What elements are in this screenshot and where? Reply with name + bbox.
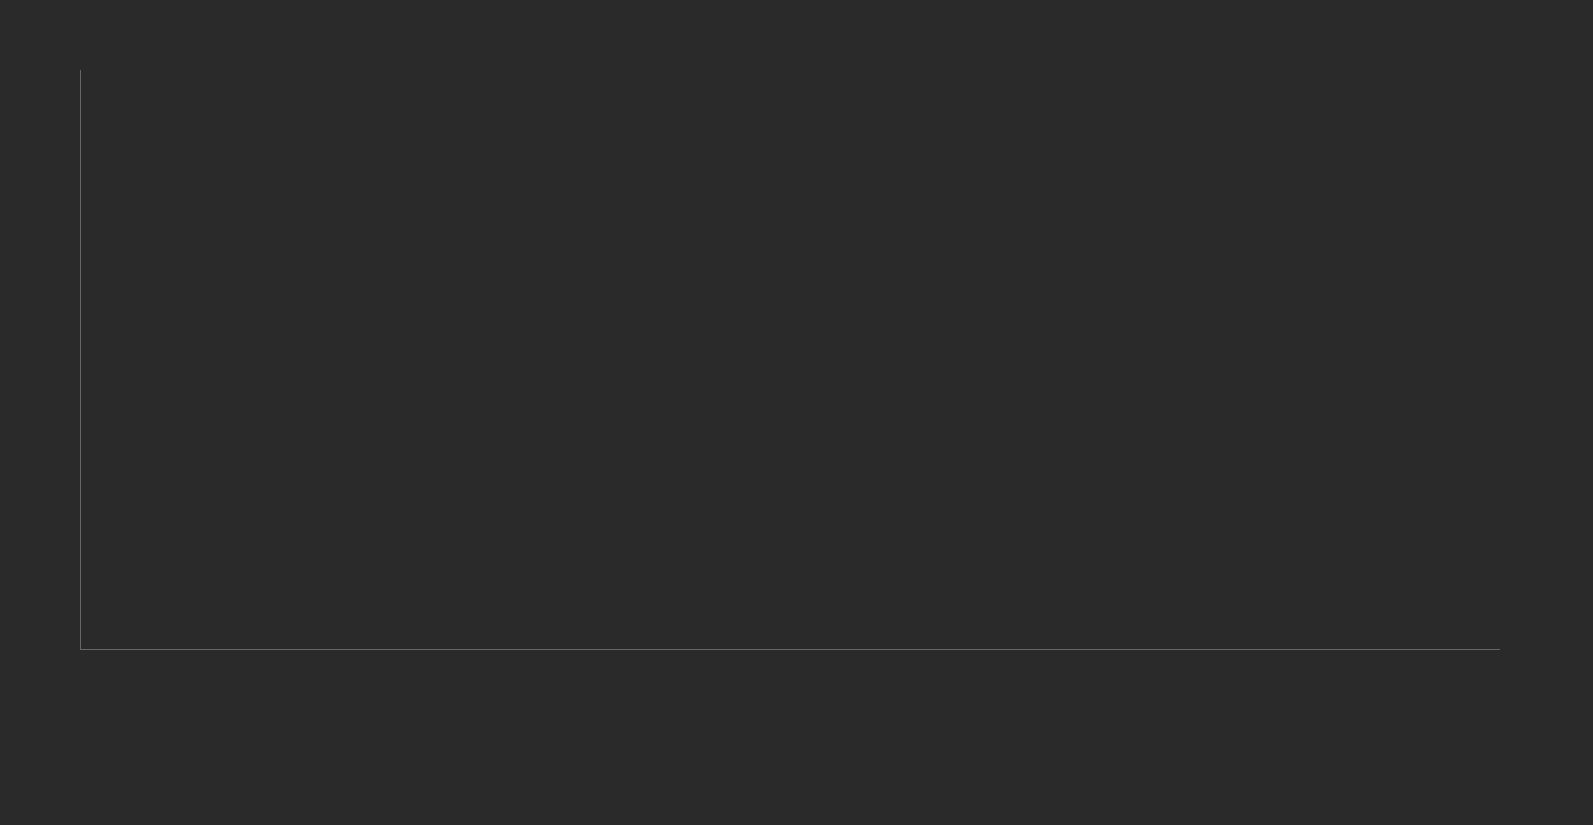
chart-title (0, 0, 1593, 8)
data-lines-svg (81, 70, 1500, 649)
plot-area (80, 70, 1500, 650)
climate-chart (0, 0, 1593, 825)
chart-subtitle (0, 8, 1593, 12)
